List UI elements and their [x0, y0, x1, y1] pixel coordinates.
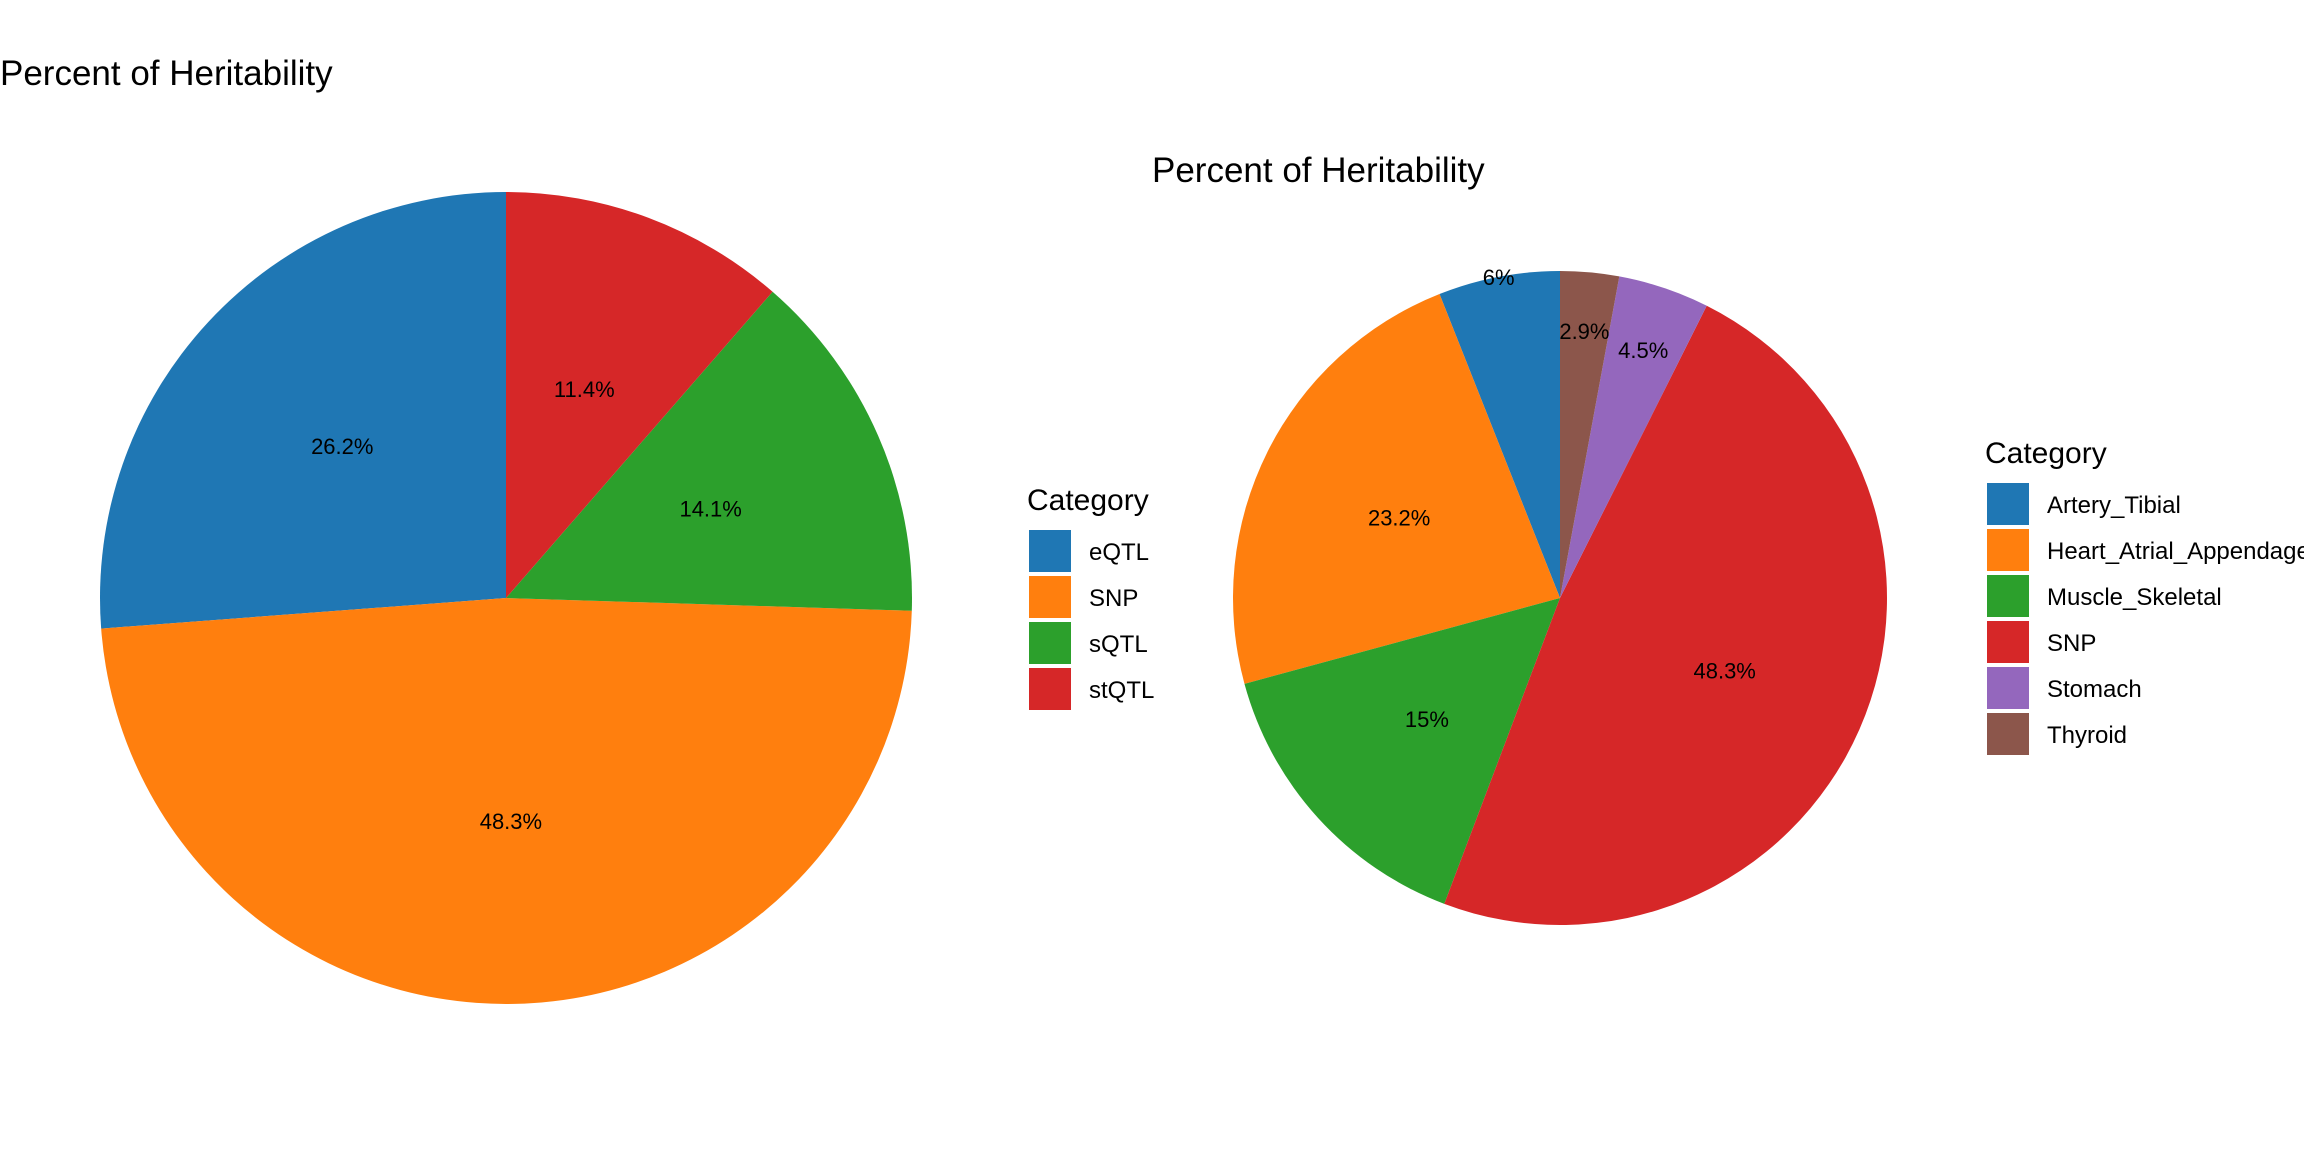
legend-swatch: [1987, 483, 2029, 525]
legend-label: SNP: [1089, 585, 1138, 612]
legend-swatch: [1029, 668, 1071, 710]
pie-slice-label: 23.2%: [1368, 506, 1430, 531]
legend-swatch: [1987, 621, 2029, 663]
pie-slice-label: 11.4%: [554, 377, 615, 402]
legend-items: eQTL SNP sQTL stQTL: [1029, 530, 1154, 710]
legend-label: Heart_Atrial_Appendage: [2047, 538, 2304, 565]
pie-slice-labels: 26.2% 48.3% 14.1% 11.4%: [311, 377, 742, 834]
legend-label: stQTL: [1089, 677, 1154, 704]
pie-slice-sqtl: [506, 291, 913, 611]
legend-title: Category: [1985, 437, 2107, 470]
pie-slice-label: 26.2%: [311, 434, 373, 459]
chart-title: Percent of Heritability: [0, 54, 333, 93]
pie-slice-thyroid: [1560, 271, 1620, 598]
pie-chart-by-annotation: Percent of Heritability 26.2% 48.3% 14.1% 1…: [0, 54, 1154, 1005]
legend-swatch: [1029, 622, 1071, 664]
legend-swatch: [1987, 713, 2029, 755]
pie-slice-artery-tibial: [1439, 271, 1560, 598]
pie-slices: [1233, 271, 1887, 926]
pie-slice-stomach: [1560, 276, 1707, 598]
pie-slice-label: 2.9%: [1559, 319, 1609, 344]
legend-swatch: [1029, 530, 1071, 572]
legend-label: SNP: [2047, 630, 2096, 657]
legend-swatch: [1029, 576, 1071, 618]
legend-swatch: [1987, 575, 2029, 617]
pie-slice-stqtl: [506, 192, 773, 598]
legend-label: Muscle_Skeletal: [2047, 584, 2222, 611]
pie-slice-muscle-skeletal: [1244, 598, 1560, 904]
pie-slice-labels: 6% 23.2% 15% 48.3% 4.5% 2.9%: [1368, 265, 1756, 732]
pie-slice-label: 15%: [1405, 707, 1449, 732]
legend-swatch: [1987, 667, 2029, 709]
legend-title: Category: [1027, 484, 1149, 517]
legend-label: Stomach: [2047, 676, 2142, 703]
legend: Category eQTL SNP sQTL stQTL: [1027, 484, 1154, 710]
pie-slice-label: 14.1%: [679, 497, 741, 522]
legend-label: Thyroid: [2047, 722, 2127, 749]
legend-label: eQTL: [1089, 539, 1149, 566]
pie-chart-by-tissue: Percent of Heritability 6% 23.2% 15% 48.3% 4…: [1152, 151, 2304, 926]
legend-label: sQTL: [1089, 631, 1148, 658]
pie-slice-snp: [1444, 305, 1887, 926]
pie-slice-label: 6%: [1483, 265, 1515, 290]
legend-items: Artery_Tibial Heart_Atrial_Appendage Muscl…: [1987, 483, 2304, 755]
pie-slice-label: 4.5%: [1618, 338, 1668, 363]
legend-swatch: [1987, 529, 2029, 571]
chart-title: Percent of Heritability: [1152, 151, 1485, 190]
legend: Category Artery_Tibial Heart_Atrial_Appen…: [1985, 437, 2304, 755]
pie-slice-label: 48.3%: [480, 809, 542, 834]
pie-slice-label: 48.3%: [1693, 658, 1755, 683]
pie-slice-snp: [101, 598, 912, 1005]
legend-label: Artery_Tibial: [2047, 492, 2181, 519]
pie-slice-eqtl: [100, 192, 506, 629]
pie-slice-heart-atrial-appendage: [1233, 294, 1560, 684]
pie-slices: [100, 192, 913, 1005]
